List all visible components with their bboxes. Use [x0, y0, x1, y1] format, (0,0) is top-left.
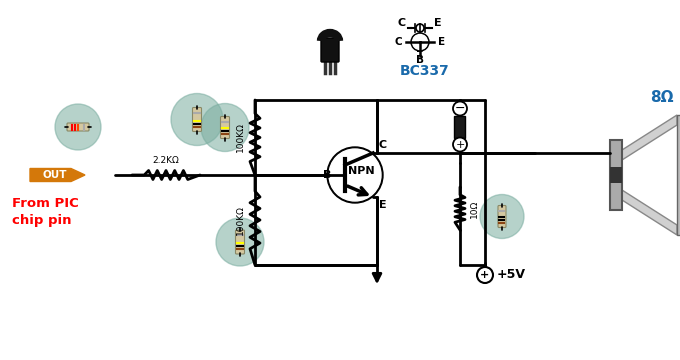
Circle shape [327, 147, 383, 203]
Text: BC337: BC337 [400, 64, 450, 78]
Bar [677, 115, 680, 235]
Text: −: − [455, 102, 465, 115]
Circle shape [216, 218, 264, 266]
FancyBboxPatch shape [220, 117, 230, 139]
Text: NPN: NPN [347, 166, 374, 176]
FancyBboxPatch shape [498, 206, 506, 228]
Circle shape [201, 104, 249, 152]
Text: +5V: +5V [497, 269, 526, 282]
Text: E: E [435, 18, 442, 28]
Text: C: C [394, 37, 402, 47]
Text: +: + [480, 270, 490, 280]
Circle shape [55, 104, 101, 150]
Polygon shape [622, 190, 677, 235]
FancyArrow shape [30, 168, 85, 181]
Text: C: C [398, 18, 406, 28]
Text: C: C [379, 140, 387, 150]
Circle shape [411, 33, 429, 51]
Text: 8Ω: 8Ω [650, 90, 674, 105]
Text: E: E [439, 37, 445, 47]
Text: From PIC
chip pin: From PIC chip pin [12, 197, 79, 227]
Circle shape [477, 267, 493, 283]
Text: 10Ω: 10Ω [470, 199, 479, 218]
Text: B: B [415, 44, 424, 54]
FancyBboxPatch shape [67, 123, 89, 131]
FancyBboxPatch shape [235, 230, 245, 254]
Text: B: B [416, 55, 424, 65]
Text: OUT: OUT [43, 170, 67, 180]
Text: +: + [456, 140, 464, 149]
Text: 100KΩ: 100KΩ [236, 205, 245, 235]
Circle shape [453, 102, 467, 116]
Bar [610, 140, 622, 210]
Text: B: B [323, 170, 331, 180]
Text: 100KΩ: 100KΩ [236, 122, 245, 152]
Circle shape [413, 35, 428, 50]
Text: 2.2KΩ: 2.2KΩ [152, 156, 180, 165]
Bar [454, 116, 466, 138]
Bar [610, 167, 622, 183]
Circle shape [453, 138, 467, 152]
Circle shape [416, 24, 424, 32]
Polygon shape [622, 115, 677, 160]
Text: E: E [379, 200, 387, 210]
Circle shape [329, 149, 381, 201]
FancyBboxPatch shape [321, 38, 339, 62]
FancyBboxPatch shape [192, 108, 201, 131]
Circle shape [171, 94, 223, 145]
Circle shape [480, 194, 524, 239]
